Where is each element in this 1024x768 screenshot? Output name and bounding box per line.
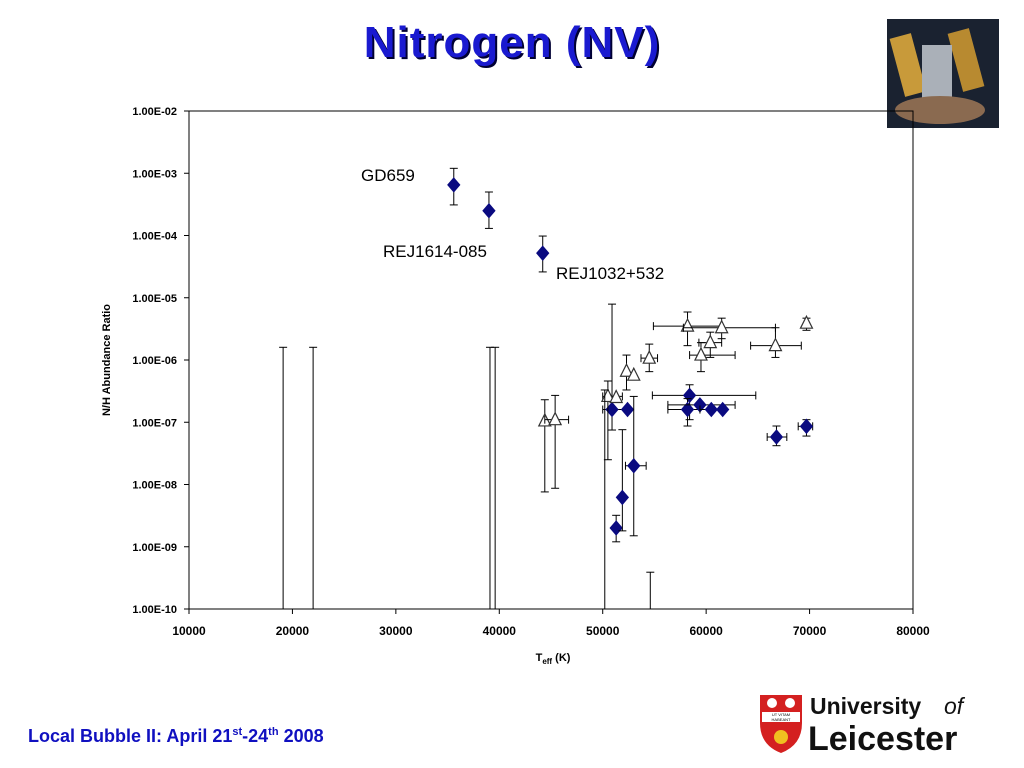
y-tick-label: 1.00E-10 bbox=[132, 604, 177, 616]
diamond-point bbox=[682, 387, 697, 404]
y-tick-label: 1.00E-05 bbox=[132, 293, 177, 305]
y-tick-label: 1.00E-02 bbox=[132, 106, 177, 118]
footer-text: Local Bubble II: April 21 bbox=[28, 726, 233, 746]
y-tick-label: 1.00E-04 bbox=[132, 231, 178, 243]
triangle-point bbox=[642, 349, 657, 364]
footer: Local Bubble II: April 21st-24th 2008 bbox=[28, 726, 324, 747]
x-tick-label: 40000 bbox=[483, 624, 517, 638]
triangle-point bbox=[768, 337, 783, 352]
logo-motto: UT VITAM bbox=[772, 712, 790, 717]
x-tick-label: 70000 bbox=[793, 624, 827, 638]
triangle-point bbox=[799, 314, 814, 329]
annotation: REJ1614-085 bbox=[383, 242, 487, 261]
diamond-point bbox=[680, 401, 695, 418]
triangle-point bbox=[703, 334, 718, 349]
y-tick-label: 1.00E-07 bbox=[132, 417, 177, 429]
y-tick-label: 1.00E-03 bbox=[132, 168, 177, 180]
logo-university: University bbox=[810, 693, 921, 719]
logo: UT VITAM HABEANT University of Leicester bbox=[760, 693, 966, 758]
x-tick-label: 80000 bbox=[896, 624, 930, 638]
x-axis-label-sub: eff bbox=[542, 657, 552, 666]
annotation: GD659 bbox=[361, 166, 415, 185]
triangle-point bbox=[714, 319, 729, 334]
x-tick-label: 30000 bbox=[379, 624, 413, 638]
x-axis-label: Teff (K) bbox=[536, 652, 571, 666]
annotation: REJ1032+532 bbox=[556, 264, 664, 283]
diamond-point bbox=[609, 520, 623, 536]
footer-sup: st bbox=[232, 726, 243, 738]
footer-sup: th bbox=[268, 726, 279, 738]
footer-text: -24 bbox=[242, 726, 269, 746]
triangle-point bbox=[619, 362, 634, 377]
triangle-point bbox=[626, 366, 641, 381]
y-tick-label: 1.00E-08 bbox=[132, 480, 177, 492]
diamond-point bbox=[536, 245, 550, 261]
triangle-point bbox=[548, 411, 563, 426]
x-tick-label: 10000 bbox=[172, 624, 206, 638]
y-axis-label: N/H Abundance Ratio bbox=[101, 304, 113, 416]
x-tick-label: 50000 bbox=[586, 624, 620, 638]
x-tick-label: 20000 bbox=[276, 624, 310, 638]
x-tick-label: 60000 bbox=[689, 624, 723, 638]
y-tick-label: 1.00E-06 bbox=[132, 355, 177, 367]
diamond-point bbox=[716, 401, 730, 418]
diamond-point bbox=[799, 418, 814, 435]
slide-title: Nitrogen (NV) bbox=[363, 18, 661, 67]
plot-frame bbox=[188, 110, 914, 610]
triangle-point bbox=[609, 389, 624, 404]
logo-name: Leicester bbox=[808, 720, 957, 758]
diamond-point bbox=[482, 202, 496, 219]
diamond-point bbox=[620, 401, 635, 418]
diamond-point bbox=[769, 429, 784, 445]
y-tick-label: 1.00E-09 bbox=[132, 542, 177, 554]
diamond-point bbox=[704, 401, 718, 418]
triangle-point bbox=[694, 346, 708, 361]
hubble-image bbox=[887, 19, 999, 128]
footer-text: 2008 bbox=[278, 726, 324, 746]
logo-motto: HABEANT bbox=[772, 717, 791, 722]
diamond-point bbox=[615, 489, 630, 506]
x-axis-label-main: T bbox=[536, 652, 543, 664]
x-axis-label-rest: (K) bbox=[552, 652, 571, 664]
diamond-point bbox=[627, 457, 641, 474]
diamond-point bbox=[447, 177, 461, 193]
logo-of: of bbox=[944, 693, 966, 719]
